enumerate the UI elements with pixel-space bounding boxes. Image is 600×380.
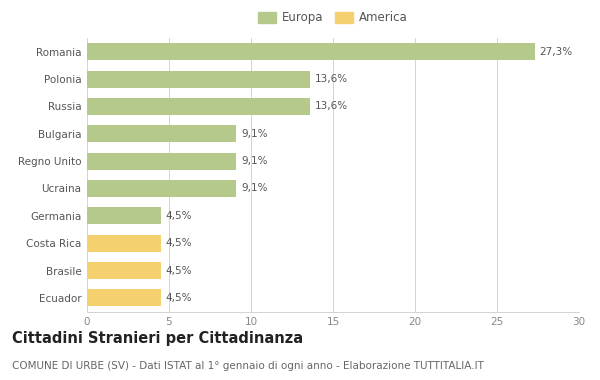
- Text: 9,1%: 9,1%: [241, 129, 268, 139]
- Text: 13,6%: 13,6%: [315, 74, 348, 84]
- Bar: [87, 207, 161, 224]
- Text: 9,1%: 9,1%: [241, 184, 268, 193]
- Bar: [87, 98, 310, 115]
- Bar: [87, 180, 236, 197]
- Bar: [87, 125, 236, 142]
- Legend: Europa, America: Europa, America: [256, 9, 410, 27]
- Bar: [87, 235, 161, 252]
- Text: 4,5%: 4,5%: [166, 238, 192, 248]
- Bar: [87, 290, 161, 306]
- Bar: [87, 71, 310, 87]
- Text: 4,5%: 4,5%: [166, 293, 192, 303]
- Bar: [87, 43, 535, 60]
- Text: 4,5%: 4,5%: [166, 211, 192, 221]
- Text: 13,6%: 13,6%: [315, 101, 348, 111]
- Text: Cittadini Stranieri per Cittadinanza: Cittadini Stranieri per Cittadinanza: [12, 331, 303, 345]
- Text: COMUNE DI URBE (SV) - Dati ISTAT al 1° gennaio di ogni anno - Elaborazione TUTTI: COMUNE DI URBE (SV) - Dati ISTAT al 1° g…: [12, 361, 484, 371]
- Text: 9,1%: 9,1%: [241, 156, 268, 166]
- Bar: [87, 262, 161, 279]
- Text: 4,5%: 4,5%: [166, 266, 192, 276]
- Bar: [87, 153, 236, 169]
- Text: 27,3%: 27,3%: [539, 47, 573, 57]
